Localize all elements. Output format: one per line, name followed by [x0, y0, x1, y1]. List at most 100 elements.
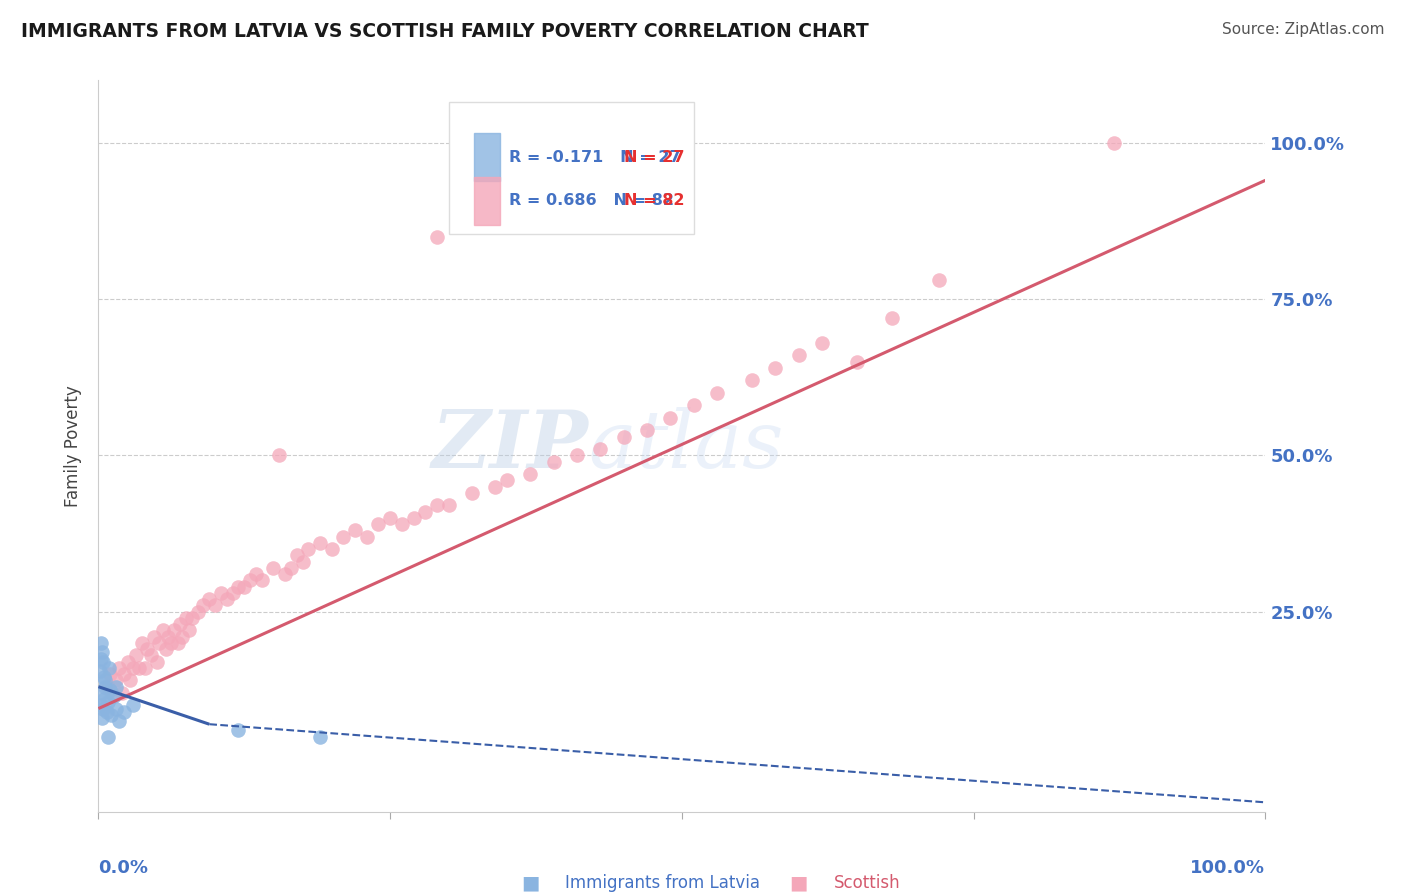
Text: Scottish: Scottish [834, 874, 900, 892]
Point [118, 673, 141, 688]
Text: R = 0.686   N = 82: R = 0.686 N = 82 [509, 194, 675, 209]
Point [169, 617, 191, 632]
Point [139, 648, 162, 663]
Text: 0.0%: 0.0% [98, 859, 149, 877]
Point [163, 624, 186, 638]
Point [93, 670, 115, 684]
Point [565, 449, 588, 463]
Text: IMMIGRANTS FROM LATVIA VS SCOTTISH FAMILY POVERTY CORRELATION CHART: IMMIGRANTS FROM LATVIA VS SCOTTISH FAMIL… [21, 22, 869, 41]
Point [291, 555, 314, 569]
Point [589, 442, 612, 457]
Point [659, 410, 682, 425]
Text: Immigrants from Latvia: Immigrants from Latvia [565, 874, 761, 892]
Point [112, 667, 135, 681]
Point [100, 707, 122, 722]
Point [380, 511, 402, 525]
Point [143, 630, 166, 644]
Point [198, 592, 221, 607]
Point [134, 661, 156, 675]
Point [90, 686, 112, 700]
Point [193, 599, 215, 613]
Point [93, 692, 115, 706]
Point [91, 655, 114, 669]
Point [108, 714, 131, 728]
Point [484, 480, 506, 494]
Point [90, 636, 112, 650]
Point [787, 348, 810, 362]
Point [811, 335, 834, 350]
Point [90, 698, 112, 713]
Point [131, 636, 153, 650]
Point [309, 536, 332, 550]
Point [125, 648, 148, 663]
Point [437, 499, 460, 513]
Point [846, 354, 869, 368]
Point [1102, 136, 1125, 150]
Point [613, 429, 636, 443]
Point [157, 630, 180, 644]
Point [172, 630, 194, 644]
Point [209, 586, 232, 600]
Point [117, 655, 139, 669]
Y-axis label: Family Poverty: Family Poverty [65, 385, 83, 507]
Point [321, 542, 343, 557]
FancyBboxPatch shape [474, 133, 501, 181]
Point [285, 549, 308, 563]
Point [262, 561, 284, 575]
Point [89, 664, 111, 678]
Point [250, 574, 273, 588]
Point [496, 474, 519, 488]
FancyBboxPatch shape [474, 178, 501, 225]
Point [148, 636, 170, 650]
Point [519, 467, 541, 482]
Point [97, 661, 120, 675]
Point [233, 580, 256, 594]
Point [297, 542, 319, 557]
Point [543, 455, 565, 469]
Point [97, 695, 120, 709]
Point [98, 667, 121, 681]
Point [146, 655, 169, 669]
Point [413, 505, 436, 519]
Text: ■: ■ [522, 874, 540, 892]
Point [122, 698, 145, 713]
Text: N = 27: N = 27 [623, 150, 685, 165]
Point [97, 730, 120, 744]
Point [402, 511, 425, 525]
Text: Source: ZipAtlas.com: Source: ZipAtlas.com [1222, 22, 1385, 37]
Point [367, 517, 389, 532]
Point [636, 423, 658, 437]
Point [128, 661, 150, 675]
Text: 100.0%: 100.0% [1191, 859, 1265, 877]
Point [204, 599, 226, 613]
Point [174, 611, 197, 625]
Point [97, 680, 120, 694]
Point [112, 705, 135, 719]
Point [461, 486, 484, 500]
Point [426, 499, 449, 513]
Point [187, 605, 209, 619]
Point [356, 530, 378, 544]
Point [280, 561, 302, 575]
Point [426, 229, 449, 244]
Point [239, 574, 262, 588]
Point [332, 530, 354, 544]
Point [152, 624, 174, 638]
Text: atlas: atlas [589, 408, 785, 484]
Point [91, 701, 114, 715]
Point [215, 592, 238, 607]
Text: R = -0.171   N = 27: R = -0.171 N = 27 [509, 150, 681, 165]
Point [391, 517, 413, 532]
Point [104, 680, 127, 694]
Point [111, 686, 134, 700]
Point [122, 661, 145, 675]
Point [166, 636, 188, 650]
Point [96, 705, 118, 719]
Point [763, 360, 786, 375]
Point [245, 567, 267, 582]
Point [101, 686, 124, 700]
Point [180, 611, 202, 625]
Text: ZIP: ZIP [432, 408, 589, 484]
Point [221, 586, 243, 600]
Point [136, 642, 159, 657]
